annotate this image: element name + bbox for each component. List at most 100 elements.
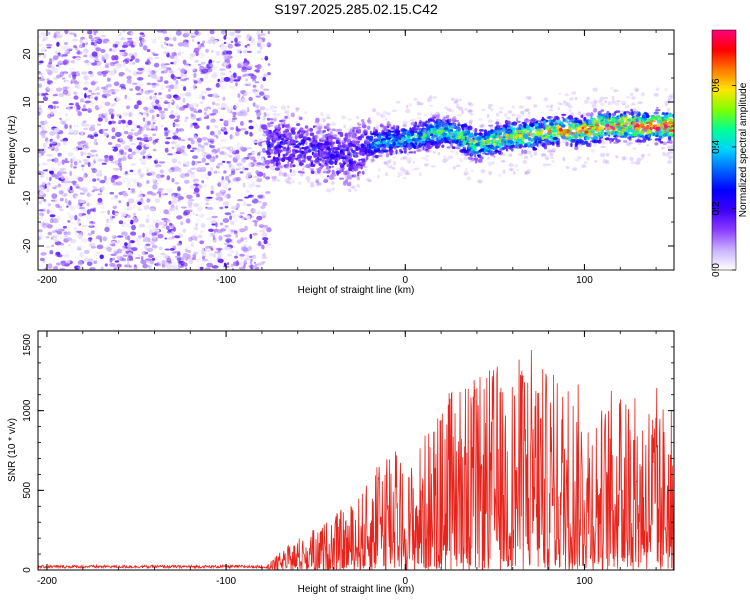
spectrogram-cell [130, 142, 137, 146]
spectrogram-cell [170, 230, 174, 235]
spectrogram-cell [533, 123, 539, 127]
spectrogram-cell [82, 38, 89, 44]
spectrogram-cell [373, 126, 376, 132]
spectrogram-cell [226, 184, 230, 189]
spectrogram-cell [119, 40, 123, 47]
spectrogram-cell [337, 131, 342, 135]
spectrogram-cell [294, 134, 299, 139]
spectrogram-cell [79, 79, 83, 82]
spectrogram-cell [342, 147, 345, 152]
spectrogram-cell [111, 127, 116, 133]
spectrogram-cell [262, 214, 270, 219]
spectrogram-cell [212, 235, 216, 240]
spectrogram-cell [47, 263, 53, 269]
spectrogram-cell [209, 157, 216, 163]
spectrogram-cell [557, 130, 561, 135]
spectrogram-cell [540, 132, 543, 136]
spectrogram-cell [123, 207, 127, 211]
spectrogram-cell [258, 230, 266, 233]
spectrogram-cell [203, 142, 209, 146]
spectrogram-cell [167, 153, 174, 156]
spectrogram-cell [249, 37, 255, 43]
spectrogram-cell [193, 110, 200, 114]
spectrogram-cell [120, 211, 127, 217]
spectrogram-cell [144, 183, 148, 187]
spectrogram-cell [194, 124, 200, 129]
spectrogram-cell [171, 142, 176, 145]
spectrogram-cell [132, 82, 138, 85]
spectrogram-cell [585, 136, 590, 140]
spectrogram-cell [489, 130, 494, 134]
spectrogram-cell [473, 132, 478, 137]
spectrogram-cell [119, 37, 124, 41]
spectrogram-cell [96, 71, 103, 76]
spectrogram-cell [245, 147, 252, 150]
spectrogram-cell [60, 139, 65, 142]
spectrogram-cell [555, 124, 559, 127]
spectrogram-cell [409, 130, 415, 134]
spectrogram-cell [93, 260, 97, 264]
spectrogram-cell [282, 156, 288, 159]
spectrogram-cell [605, 121, 609, 125]
spectrogram-cell [433, 121, 438, 125]
spectrogram-cell [443, 116, 448, 119]
spectrogram-cell [547, 141, 551, 146]
spectrogram-cell [175, 205, 178, 211]
spectrogram-cell [159, 76, 163, 81]
spectrogram-cell [86, 179, 91, 182]
spectrogram-cell [76, 185, 81, 189]
spectrogram-cell [95, 142, 98, 146]
spectrogram-cell [53, 110, 58, 114]
spectrogram-cell [80, 151, 84, 157]
spectrogram-cell [59, 234, 65, 240]
spectrogram-cell [543, 125, 546, 130]
spectrogram-cell [545, 125, 549, 130]
spectrogram-cell [223, 154, 227, 159]
spectrogram-cell [182, 59, 187, 65]
spectrogram-cell [38, 108, 43, 114]
spectrogram-cell [73, 33, 77, 38]
spectrogram-cell [112, 205, 118, 209]
spectrogram-cell [104, 70, 110, 73]
spectrogram-cell [245, 215, 251, 220]
spectrogram-cell [145, 218, 150, 224]
spectrogram-cell [228, 32, 231, 35]
spectrogram-cell [82, 42, 86, 48]
spectrogram-cell [156, 255, 160, 260]
spectrogram-cell [137, 235, 143, 239]
spectrogram-cell [593, 108, 598, 113]
spectrogram-cell [551, 141, 555, 146]
spectrogram-cell [306, 128, 310, 132]
spectrogram-cell [106, 41, 112, 44]
spectrogram-cell [338, 140, 341, 144]
spectrogram-cell [343, 170, 348, 176]
spectrogram-cell [495, 145, 500, 149]
spectrogram-cell [61, 77, 66, 80]
spectrogram-cell [46, 153, 53, 157]
spectrogram-cell [402, 123, 407, 128]
spectrogram-cell [143, 113, 148, 116]
spectrogram-cell [142, 232, 145, 238]
spectrogram-cell [180, 73, 188, 78]
spectrogram-cell [282, 153, 287, 157]
spectrogram-cell [208, 113, 216, 116]
spectrogram-cell [191, 212, 195, 215]
spectrogram-cell [265, 176, 270, 180]
spectrogram-cell [257, 240, 262, 247]
spectrogram-cell [196, 218, 201, 223]
spectrogram-cell [180, 221, 184, 226]
spectrogram-cell [92, 158, 96, 161]
spectrogram-cell [467, 125, 473, 131]
spectrogram-cell [370, 153, 373, 155]
spectrogram-cell [301, 159, 306, 163]
spectrogram-cell [127, 245, 133, 248]
spectrogram-cell [70, 71, 74, 76]
spectrogram-cell [192, 209, 199, 212]
spectrogram-cell [158, 196, 165, 199]
spectrogram-cell [64, 113, 69, 117]
spectrogram-cell [589, 140, 596, 143]
spectrogram-cell [61, 48, 65, 51]
spectrogram-cell [501, 143, 504, 146]
spectrogram-cell [228, 36, 235, 39]
spectrogram-cell [62, 137, 69, 142]
